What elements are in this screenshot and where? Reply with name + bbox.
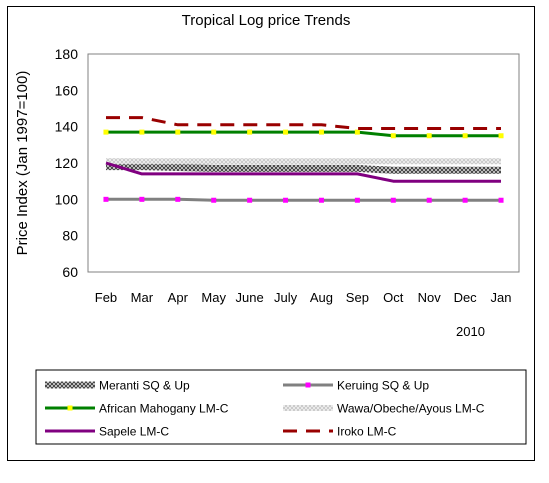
x-tick-label: May: [201, 290, 226, 305]
data-point: [283, 129, 289, 135]
y-tick-label: 180: [55, 46, 79, 62]
data-point: [283, 197, 289, 203]
y-tick-label: 60: [62, 264, 78, 280]
data-point: [211, 197, 217, 203]
legend-label: Wawa/Obeche/Ayous LM-C: [337, 402, 485, 416]
y-tick-label: 100: [55, 191, 79, 207]
series-meranti-sq-up: [106, 163, 501, 174]
x-tick-label: Feb: [95, 290, 117, 305]
x-tick-label: Oct: [383, 290, 404, 305]
data-point: [103, 196, 109, 202]
data-point: [103, 129, 109, 135]
legend-item: Wawa/Obeche/Ayous LM-C: [283, 402, 485, 416]
series-sapele-lm-c: [105, 161, 501, 183]
plot-area: [87, 53, 520, 273]
legend-label: Sapele LM-C: [99, 425, 169, 439]
data-point: [175, 129, 181, 135]
x-tick-label: Sep: [346, 290, 369, 305]
series-african-mahogany-lm-c: [103, 129, 504, 139]
legend-swatch: [45, 381, 95, 389]
x-tick-label: Apr: [168, 290, 189, 305]
data-point: [139, 129, 145, 135]
x-tick-label: Mar: [131, 290, 154, 305]
legend: Meranti SQ & Up Keruing SQ & Up African Ma…: [45, 379, 485, 439]
legend-item: Keruing SQ & Up: [283, 379, 429, 393]
data-point: [462, 197, 468, 203]
y-tick-label: 120: [55, 155, 79, 171]
legend-item: Iroko LM-C: [283, 425, 397, 439]
series-keruing-sq-up: [103, 196, 504, 203]
legend-label: Keruing SQ & Up: [337, 379, 429, 393]
x-tick-label: Dec: [454, 290, 478, 305]
y-axis-label: Price Index (Jan 1997=100): [14, 71, 31, 256]
legend-label: Iroko LM-C: [337, 425, 397, 439]
year-label: 2010: [456, 324, 485, 339]
series-line: [106, 116, 501, 130]
series-lines: [103, 116, 504, 203]
legend-label: African Mahogany LM-C: [99, 402, 229, 416]
legend-item: Sapele LM-C: [45, 425, 169, 439]
data-point: [462, 133, 468, 139]
y-axis-ticks: 60 80 100 120 140 160 180: [55, 46, 79, 280]
data-point: [498, 133, 504, 139]
series-line: [106, 130, 501, 138]
legend-marker: [67, 405, 73, 411]
data-point: [498, 197, 504, 203]
data-point: [318, 197, 324, 203]
legend-label: Meranti SQ & Up: [99, 379, 190, 393]
data-point: [247, 197, 253, 203]
data-point: [318, 129, 324, 135]
x-tick-label: July: [274, 290, 298, 305]
data-point: [139, 196, 145, 202]
legend-box: [35, 369, 527, 445]
data-point: [175, 196, 181, 202]
y-tick-label: 160: [55, 82, 79, 98]
data-point: [354, 129, 360, 135]
data-point: [390, 197, 396, 203]
legend-swatch: [283, 405, 333, 411]
x-tick-label: June: [236, 290, 264, 305]
legend-marker: [305, 382, 311, 388]
x-axis-ticks: Feb Mar Apr May June July Aug Sep Oct Nov Dec Jan: [95, 290, 512, 305]
x-tick-label: Aug: [310, 290, 333, 305]
x-tick-label: Nov: [418, 290, 442, 305]
data-point: [211, 129, 217, 135]
data-point: [354, 197, 360, 203]
legend-item: Meranti SQ & Up: [45, 379, 190, 393]
series-line: [106, 163, 501, 174]
data-point: [247, 129, 253, 135]
data-point: [426, 197, 432, 203]
series-iroko-lm-c: [106, 116, 501, 130]
y-tick-label: 140: [55, 119, 79, 135]
x-tick-label: Jan: [491, 290, 512, 305]
data-point: [390, 133, 396, 139]
legend-item: African Mahogany LM-C: [45, 402, 229, 416]
data-point: [426, 133, 432, 139]
series-line: [105, 161, 501, 183]
chart-title: Tropical Log price Trends: [182, 12, 351, 29]
y-tick-label: 80: [62, 228, 78, 244]
series-line: [106, 197, 501, 202]
